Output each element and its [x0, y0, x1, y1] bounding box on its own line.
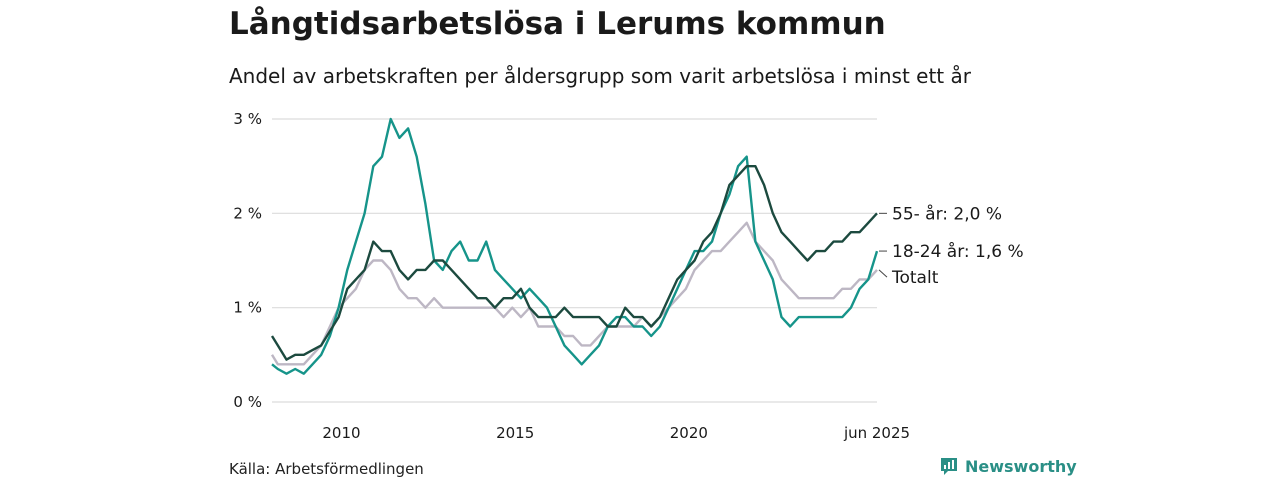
end-label-18-24: 18-24 år: 1,6 % [892, 241, 1024, 262]
y-axis: 0 % 1 % 2 % 3 % [233, 110, 262, 411]
x-tick-label: jun 2025 [843, 424, 910, 442]
end-labels: 55- år: 2,0 % 18-24 år: 1,6 % Totalt [878, 203, 1024, 288]
label-connector [878, 269, 888, 278]
brand-name: Newsworthy [965, 456, 1077, 476]
bar-chart-icon [941, 458, 957, 475]
end-label-55: 55- år: 2,0 % [892, 203, 1002, 224]
x-tick-label: 2020 [670, 424, 708, 442]
line-chart: 0 % 1 % 2 % 3 % 2010 2015 2020 jun 2025 55- år… [233, 110, 1024, 442]
y-tick-label: 3 % [233, 110, 262, 128]
series-line-55 [270, 165, 878, 361]
brand-logo: Newsworthy [939, 456, 1077, 476]
x-tick-label: 2010 [322, 424, 360, 442]
x-axis: 2010 2015 2020 jun 2025 [322, 424, 910, 442]
y-tick-label: 1 % [233, 299, 262, 317]
series-line-18-24 [271, 117, 879, 375]
y-tick-label: 2 % [233, 204, 262, 222]
x-tick-label: 2015 [496, 424, 534, 442]
end-label-totalt: Totalt [891, 268, 939, 288]
chart-subtitle: Andel av arbetskraften per åldersgrupp s… [229, 64, 971, 88]
series-line-totalt [270, 221, 878, 366]
gridlines [272, 118, 877, 403]
series-lines [270, 117, 879, 375]
chart-title: Långtidsarbetslösa i Lerums kommun [229, 6, 886, 42]
source-note: Källa: Arbetsförmedlingen [229, 460, 424, 478]
y-tick-label: 0 % [233, 393, 262, 411]
